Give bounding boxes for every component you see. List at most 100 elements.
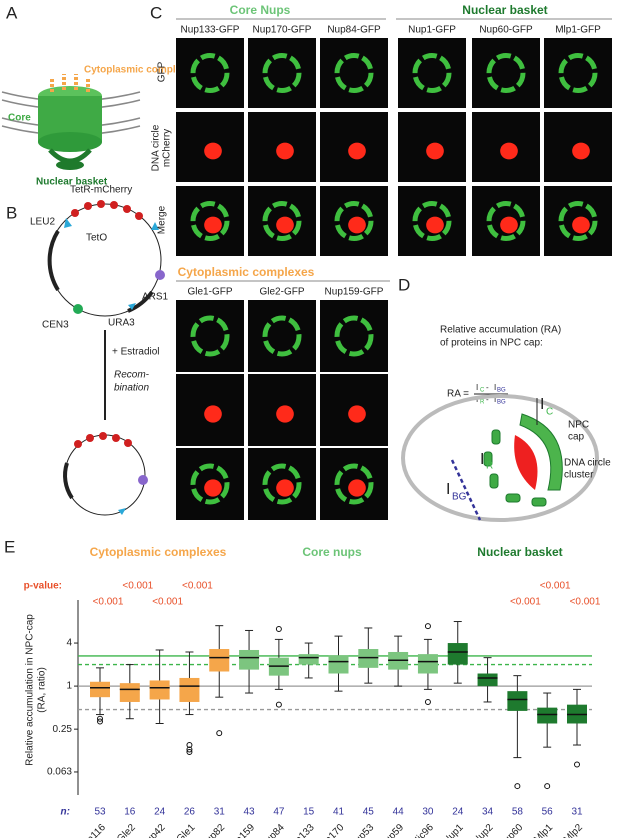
panel-letter: C — [150, 3, 162, 22]
mcherry-signal — [348, 142, 366, 160]
y-axis-label: (RA, ratio) — [37, 667, 48, 713]
gfp-signal — [558, 201, 598, 241]
mcherry-signal — [348, 479, 366, 497]
p-value: <0.001 — [182, 581, 213, 592]
group-label: Core nups — [302, 545, 362, 559]
x-tick-label: Mlp2 — [562, 822, 585, 838]
label: Recom- — [114, 370, 150, 381]
label: LEU2 — [30, 217, 55, 228]
x-tick-label: Nup133 — [284, 822, 317, 838]
gfp-signal — [334, 463, 374, 505]
row-label: DNA circle — [151, 124, 162, 171]
label-cytoplasmic: Cytoplasmic complexes — [84, 65, 198, 76]
text: BG — [452, 492, 467, 503]
box — [239, 649, 260, 670]
column-label: Nup133-GFP — [181, 25, 240, 36]
micrograph — [472, 38, 540, 108]
gfp-signal — [262, 315, 302, 357]
mcherry-signal — [204, 405, 222, 423]
p-value: <0.001 — [510, 597, 541, 608]
x-tick-label: Nup82 — [199, 822, 228, 838]
x-tick-label: Nup84 — [258, 822, 287, 838]
label: TetO — [86, 233, 107, 244]
row-label: Merge — [157, 205, 168, 234]
gfp-signal — [412, 53, 452, 93]
n-value: 56 — [542, 807, 554, 818]
gfp-signal — [190, 463, 230, 505]
outlier — [186, 746, 193, 753]
mcherry-signal — [348, 405, 366, 423]
text: RA = — [447, 389, 469, 400]
x-tick-label: Gle1 — [175, 822, 198, 838]
column-label: Nup159-GFP — [325, 287, 384, 298]
box — [179, 677, 200, 702]
outlier — [424, 698, 431, 705]
gfp-signal — [558, 53, 598, 93]
group-header: Core Nups — [230, 3, 291, 17]
gfp-signal — [486, 201, 526, 241]
outlier — [275, 701, 282, 708]
micrograph — [176, 300, 244, 372]
label: URA3 — [108, 318, 135, 329]
n-value: 24 — [452, 807, 464, 818]
n-value: 16 — [124, 807, 136, 818]
column-label: Nup60-GFP — [479, 25, 533, 36]
p-title: p-value: — [24, 581, 62, 592]
text: R — [486, 461, 493, 472]
svg-text:-: - — [486, 383, 489, 392]
outlier — [574, 761, 580, 768]
column-label: Mlp1-GFP — [555, 25, 601, 36]
x-tick-label: Nup42 — [139, 822, 168, 838]
x-tick-label: Nup2 — [471, 822, 496, 838]
mcherry-signal — [500, 216, 518, 234]
x-tick-label: Nup159 — [225, 822, 258, 838]
x-tick-label: Nic96 — [410, 822, 436, 838]
x-tick-label: Nup170 — [314, 822, 347, 838]
p-value: <0.001 — [93, 597, 124, 608]
y-tick-label: 4 — [66, 638, 72, 649]
mcherry-signal — [572, 216, 590, 234]
text: C — [546, 407, 553, 418]
panel-letter: A — [6, 3, 18, 22]
text: I — [446, 481, 450, 498]
label-core: Core — [8, 113, 31, 124]
gfp-signal — [190, 315, 230, 357]
p-value: <0.001 — [540, 581, 571, 592]
text: I — [494, 395, 496, 404]
text: I — [476, 383, 478, 392]
gfp-signal — [486, 53, 526, 93]
panel-letter: E — [4, 537, 15, 556]
panel-letter: D — [398, 275, 410, 294]
text: C — [480, 388, 485, 394]
box — [537, 707, 558, 724]
label: ARS1 — [142, 292, 169, 303]
x-tick-label: Mlp1 — [532, 822, 555, 838]
n-value: 26 — [184, 807, 196, 818]
n-title: n: — [61, 807, 70, 818]
group-label: Nuclear basket — [477, 545, 562, 559]
mcherry-signal — [500, 142, 518, 160]
box — [119, 683, 140, 702]
x-tick-label: Nup1 — [441, 822, 466, 838]
n-value: 44 — [393, 807, 405, 818]
text: I — [540, 396, 544, 413]
mcherry-signal — [204, 216, 222, 234]
y-tick-label: 0.063 — [47, 767, 72, 778]
micrograph — [544, 38, 612, 108]
y-tick-label: 1 — [66, 681, 72, 692]
micrograph — [176, 38, 244, 108]
box — [90, 681, 110, 698]
mcherry-signal — [348, 216, 366, 234]
n-value: 47 — [273, 807, 285, 818]
micrograph — [248, 300, 316, 372]
n-value: 45 — [363, 807, 375, 818]
label: TetR-mCherry — [70, 185, 132, 196]
box — [507, 691, 528, 711]
x-tick-label: Nup59 — [377, 822, 406, 838]
text: cap — [568, 432, 585, 443]
y-axis-label: Relative accumulation in NPC-cap — [25, 614, 36, 766]
outlier — [216, 730, 223, 737]
gfp-signal — [334, 315, 374, 357]
column-label: Gle1-GFP — [187, 287, 232, 298]
gfp-signal — [334, 201, 374, 241]
